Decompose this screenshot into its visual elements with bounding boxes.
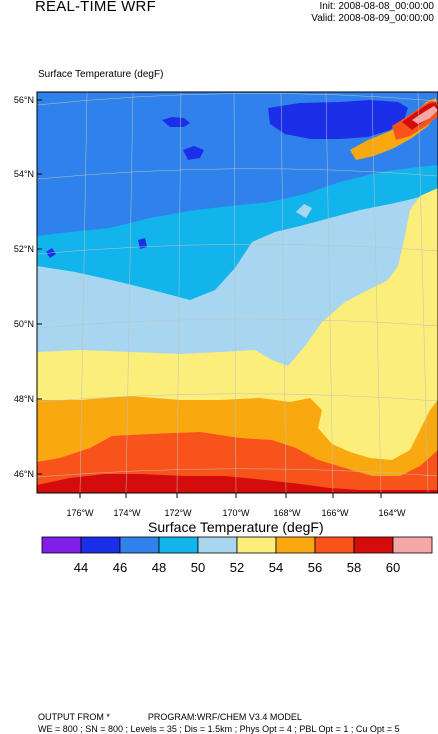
temperature-field [37,92,438,493]
legend-label: 58 [347,560,361,575]
legend-swatch [197,536,238,554]
legend-swatch [80,536,121,554]
lat-label: 56°N [14,95,34,105]
lon-label: 164°W [378,508,406,518]
band-58-60 [37,474,438,493]
valid-time: Valid: 2008-08-09_00:00:00 [311,13,434,24]
app-title: REAL-TIME WRF [35,0,156,15]
legend-label: 60 [386,560,400,575]
lat-label: 52°N [14,244,34,254]
legend-bar [41,536,433,554]
graticule [37,92,438,493]
legend-swatch [353,536,394,554]
map-frame [36,91,438,494]
legend-title: Surface Temperature (degF) [148,519,324,535]
legend-swatch [41,536,82,554]
lon-label: 168°W [273,508,301,518]
footer-output-from: OUTPUT FROM * [38,712,110,722]
lat-axis: 56°N 54°N 52°N 50°N 48°N 46°N [14,95,42,479]
lat-label: 54°N [14,169,34,179]
island-patch [296,204,312,218]
legend-labels: 44 46 48 50 52 54 56 58 60 [74,560,400,575]
cold-pool-lake [162,117,190,127]
legend-label: 46 [113,560,127,575]
legend-label: 56 [308,560,322,575]
init-time: Init: 2008-08-08_00:00:00 [319,1,434,12]
lon-label: 172°W [164,508,192,518]
legend-label: 52 [230,560,244,575]
footer-line-2: WE = 800 ; SN = 800 ; Levels = 35 ; Dis … [38,724,400,734]
lon-axis: 176°W 174°W 172°W 170°W 168°W 166°W 164°… [66,493,406,518]
cold-pool-small [183,146,204,160]
legend-swatch [314,536,355,554]
lon-label: 174°W [113,508,141,518]
legend-swatch [158,536,199,554]
footer-line-1: OUTPUT FROM * PROGRAM:WRF/CHEM V3.4 MODEL [38,712,302,722]
legend-swatch [392,536,433,554]
legend-label: 54 [269,560,283,575]
legend-label: 48 [152,560,166,575]
legend-label: 50 [191,560,205,575]
field-label: Surface Temperature (degF) [38,69,164,80]
footer-program: PROGRAM:WRF/CHEM V3.4 MODEL [147,712,302,722]
legend-swatch [275,536,316,554]
lon-label: 166°W [321,508,349,518]
lat-label: 46°N [14,469,34,479]
legend-swatch [236,536,277,554]
legend-label: 44 [74,560,88,575]
legend-swatch [119,536,160,554]
island-patch-small-2 [138,238,147,249]
lon-label: 176°W [66,508,94,518]
lat-label: 50°N [14,319,34,329]
lat-label: 48°N [14,394,34,404]
lon-label: 170°W [222,508,250,518]
